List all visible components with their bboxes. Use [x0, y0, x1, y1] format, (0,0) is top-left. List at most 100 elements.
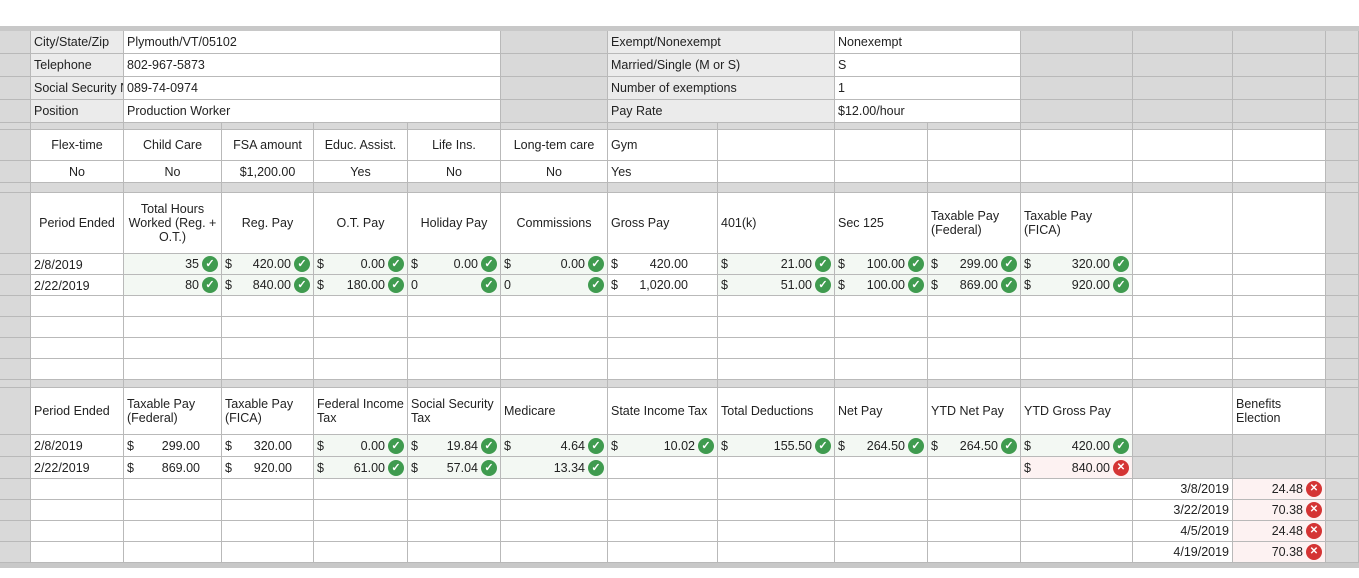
empty-cell[interactable] — [124, 542, 222, 563]
benefit-date[interactable]: 3/22/2019 — [1133, 500, 1233, 521]
empty-cell[interactable] — [501, 31, 608, 54]
row-header[interactable] — [0, 193, 31, 254]
empty-cell[interactable] — [501, 359, 608, 380]
empty-cell[interactable] — [0, 183, 31, 193]
benefit-date[interactable]: 4/5/2019 — [1133, 521, 1233, 542]
tax-cell[interactable]: 2/8/2019 — [31, 435, 124, 457]
benefit-value[interactable]: Yes — [314, 161, 408, 183]
empty-cell[interactable] — [408, 338, 501, 359]
empty-cell[interactable] — [835, 130, 928, 161]
tax-cell[interactable]: $264.50 ✓ — [835, 435, 928, 457]
empty-cell[interactable] — [31, 183, 124, 193]
empty-cell[interactable] — [1133, 359, 1233, 380]
empty-cell[interactable] — [501, 54, 608, 77]
empty-cell[interactable] — [222, 500, 314, 521]
pay-cell[interactable]: $299.00 ✓ — [928, 254, 1021, 275]
empty-cell[interactable] — [314, 338, 408, 359]
info-label[interactable]: Social Security Number — [31, 77, 124, 100]
empty-cell[interactable] — [1233, 296, 1326, 317]
empty-cell[interactable] — [222, 380, 314, 388]
pay-header[interactable]: 401(k) — [718, 193, 835, 254]
empty-cell[interactable] — [1021, 479, 1133, 500]
empty-cell[interactable] — [835, 380, 928, 388]
empty-cell[interactable] — [608, 359, 718, 380]
empty-cell[interactable] — [928, 130, 1021, 161]
pay-cell[interactable]: $920.00 ✓ — [1021, 275, 1133, 296]
empty-cell[interactable] — [1326, 161, 1359, 183]
benefit-header[interactable]: FSA amount — [222, 130, 314, 161]
empty-cell[interactable] — [1133, 435, 1233, 457]
empty-cell[interactable] — [124, 183, 222, 193]
empty-cell[interactable] — [1233, 77, 1326, 100]
empty-cell[interactable] — [0, 338, 31, 359]
benefit-value[interactable]: Yes — [608, 161, 718, 183]
empty-cell[interactable] — [1021, 130, 1133, 161]
empty-cell[interactable] — [314, 183, 408, 193]
empty-cell[interactable] — [124, 479, 222, 500]
empty-cell[interactable] — [1326, 31, 1359, 54]
empty-cell[interactable] — [608, 296, 718, 317]
pay-cell[interactable]: $320.00 ✓ — [1021, 254, 1133, 275]
benefit-amount[interactable]: 24.48 ✕ — [1233, 521, 1326, 542]
benefit-amount[interactable]: 24.48 ✕ — [1233, 479, 1326, 500]
empty-cell[interactable] — [314, 317, 408, 338]
empty-cell[interactable] — [835, 338, 928, 359]
empty-cell[interactable] — [928, 479, 1021, 500]
empty-cell[interactable] — [928, 521, 1021, 542]
empty-cell[interactable] — [501, 317, 608, 338]
empty-cell[interactable] — [718, 183, 835, 193]
empty-cell[interactable] — [314, 123, 408, 130]
empty-cell[interactable] — [1133, 31, 1233, 54]
info-label[interactable]: Pay Rate — [608, 100, 835, 123]
empty-cell[interactable] — [124, 317, 222, 338]
empty-cell[interactable] — [1133, 296, 1233, 317]
tax-header[interactable]: YTD Gross Pay — [1021, 388, 1133, 435]
empty-cell[interactable] — [1021, 500, 1133, 521]
empty-cell[interactable] — [928, 123, 1021, 130]
empty-cell[interactable] — [1133, 338, 1233, 359]
tax-header[interactable]: YTD Net Pay — [928, 388, 1021, 435]
tax-header[interactable]: Benefits Election — [1233, 388, 1326, 435]
empty-cell[interactable] — [0, 296, 31, 317]
pay-cell[interactable]: $100.00 ✓ — [835, 254, 928, 275]
empty-cell[interactable] — [928, 161, 1021, 183]
empty-cell[interactable] — [718, 380, 835, 388]
info-label[interactable]: City/State/Zip — [31, 31, 124, 54]
benefit-value[interactable]: No — [408, 161, 501, 183]
info-label[interactable]: Married/Single (M or S) — [608, 54, 835, 77]
empty-cell[interactable] — [314, 359, 408, 380]
empty-cell[interactable] — [408, 317, 501, 338]
empty-cell[interactable] — [0, 123, 31, 130]
pay-cell[interactable]: $0.00 ✓ — [501, 254, 608, 275]
empty-cell[interactable] — [928, 338, 1021, 359]
tax-cell[interactable]: $61.00 ✓ — [314, 457, 408, 479]
empty-cell[interactable] — [31, 123, 124, 130]
pay-header[interactable]: Gross Pay — [608, 193, 718, 254]
empty-cell[interactable] — [1133, 54, 1233, 77]
tax-cell[interactable]: $299.00 — [124, 435, 222, 457]
empty-cell[interactable] — [1326, 193, 1359, 254]
benefit-date[interactable]: 3/8/2019 — [1133, 479, 1233, 500]
tax-header[interactable]: State Income Tax — [608, 388, 718, 435]
tax-cell[interactable]: $320.00 — [222, 435, 314, 457]
empty-cell[interactable] — [1133, 254, 1233, 275]
tax-cell[interactable]: $155.50 ✓ — [718, 435, 835, 457]
empty-cell[interactable] — [1233, 31, 1326, 54]
info-label[interactable]: Position — [31, 100, 124, 123]
info-value[interactable]: Plymouth/VT/05102 — [124, 31, 501, 54]
pay-cell[interactable]: $840.00 ✓ — [222, 275, 314, 296]
empty-cell[interactable] — [314, 296, 408, 317]
row-header[interactable] — [0, 31, 31, 54]
benefit-amount[interactable]: 70.38 ✕ — [1233, 500, 1326, 521]
empty-cell[interactable] — [408, 521, 501, 542]
empty-cell[interactable] — [408, 183, 501, 193]
empty-cell[interactable] — [1233, 435, 1326, 457]
empty-cell[interactable] — [124, 123, 222, 130]
pay-header[interactable]: Period Ended — [31, 193, 124, 254]
empty-cell[interactable] — [718, 296, 835, 317]
empty-cell[interactable] — [31, 380, 124, 388]
empty-cell[interactable] — [928, 296, 1021, 317]
row-header[interactable] — [0, 100, 31, 123]
empty-cell[interactable] — [1233, 130, 1326, 161]
empty-cell[interactable] — [31, 359, 124, 380]
